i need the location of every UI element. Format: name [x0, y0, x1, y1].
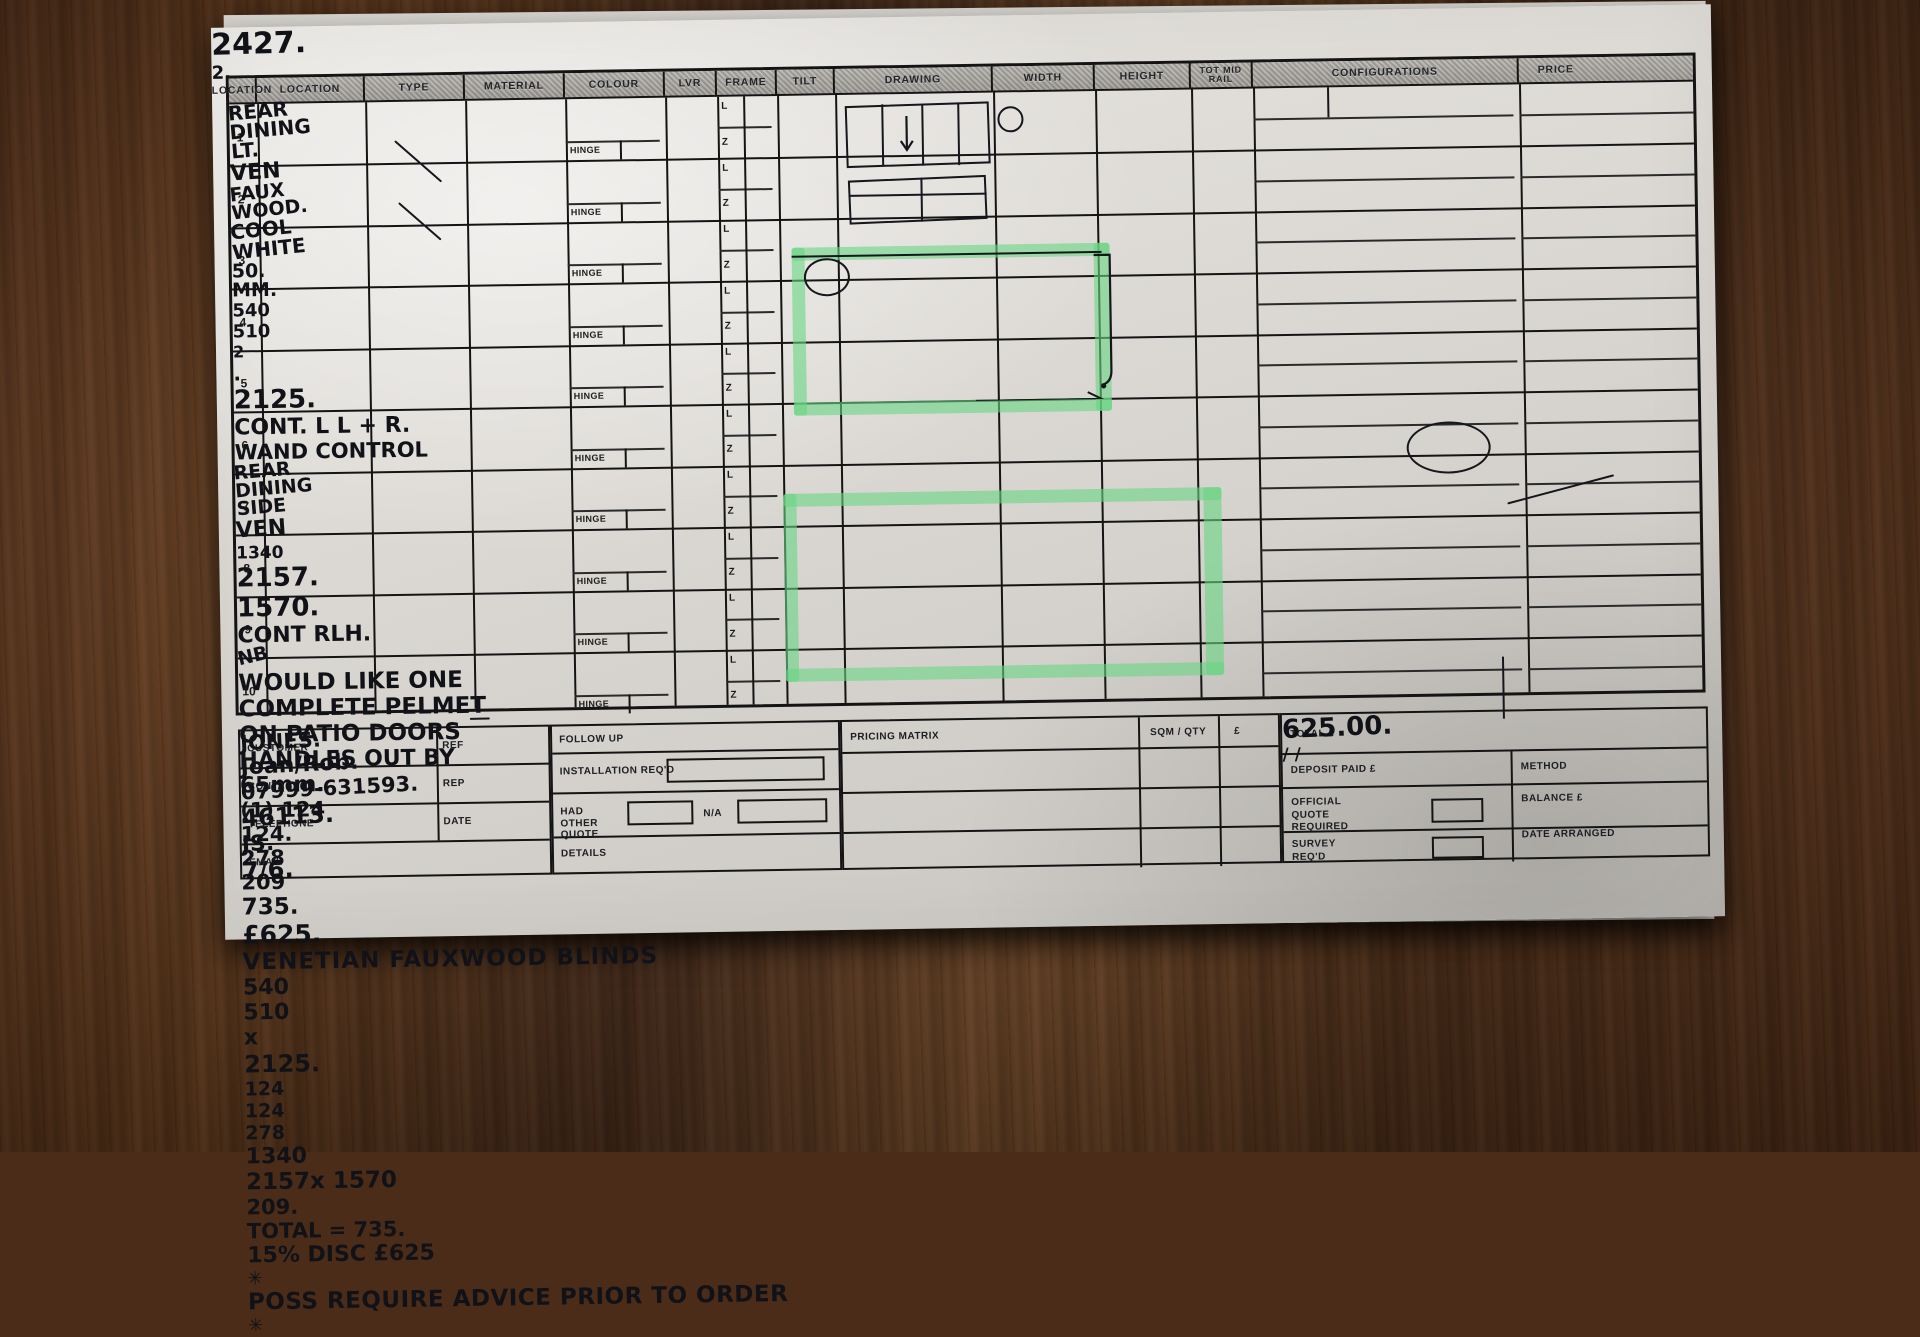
- hinge-label: HINGE: [574, 452, 606, 464]
- frame-sub-label-l: L: [723, 223, 730, 235]
- header-tot-mid-rail: TOT MID RAIL: [1190, 62, 1253, 88]
- frame-sub-label-l: L: [726, 469, 734, 481]
- frame-sub-label-z: Z: [730, 689, 737, 701]
- frame-sub-label-z: Z: [722, 197, 729, 209]
- frame-sub-label-z: Z: [726, 443, 733, 455]
- date-arranged-label: DATE ARRANGED: [1521, 827, 1616, 841]
- frame-sub-label-l: L: [725, 408, 733, 420]
- header-lvr: LVR: [664, 70, 718, 96]
- header-material: MATERIAL: [464, 73, 566, 99]
- note-bracket-arrow-icon: [975, 253, 1113, 403]
- installation-label: INSTALLATION REQ'D: [559, 764, 675, 778]
- header-type: TYPE: [364, 74, 466, 101]
- follow-up-title: FOLLOW UP: [559, 733, 624, 746]
- row-number: 10: [242, 684, 256, 699]
- frame-sub-label-l: L: [722, 162, 729, 174]
- row-number: 8: [243, 561, 251, 576]
- hinge-label: HINGE: [578, 698, 610, 710]
- hinge-label: HINGE: [570, 206, 602, 218]
- frame-sub-label-z: Z: [728, 566, 735, 578]
- header-width: WIDTH: [992, 64, 1095, 91]
- balance-label: BALANCE £: [1521, 792, 1584, 805]
- frame-sub-label-l: L: [728, 592, 736, 604]
- frame-sub-label-l: L: [721, 100, 728, 112]
- official-quote-label: OFFICIAL QUOTE REQUIRED: [1291, 796, 1349, 833]
- row1-lvr: 50. MM.: [231, 260, 278, 302]
- header-tilt: TILT: [776, 69, 836, 94]
- hinge-label: HINGE: [577, 636, 609, 648]
- row2-type-underline-stroke: [397, 202, 442, 241]
- highlight-blinds-right: [1203, 487, 1225, 676]
- row1-colour: COOL WHITE: [229, 214, 307, 265]
- pricing-matrix-title: PRICING MATRIX: [850, 730, 940, 743]
- frame-sub-label-l: L: [724, 285, 731, 297]
- survey-label: SURVEY REQ'D: [1291, 838, 1336, 863]
- survey-checkbox[interactable]: [1431, 835, 1485, 859]
- row-number: 4: [239, 315, 247, 330]
- method-label: METHOD: [1520, 760, 1568, 773]
- hinge-label: HINGE: [572, 329, 604, 341]
- header-height: HEIGHT: [1094, 63, 1191, 89]
- follow-up-block: FOLLOW UP INSTALLATION REQ'D HAD OTHER Q…: [549, 720, 843, 875]
- had-other-quote-input[interactable]: [627, 800, 694, 826]
- frame-sub-label-z: Z: [729, 628, 736, 640]
- pricing-matrix-block: PRICING MATRIX SQM / QTY £: [839, 713, 1283, 871]
- row1-location: REAR DINING LT.: [226, 96, 312, 164]
- row-number: 6: [241, 438, 249, 453]
- sqm-qty-label: SQM / QTY: [1150, 726, 1207, 739]
- currency-label: £: [1234, 725, 1241, 737]
- hinge-label: HINGE: [571, 267, 603, 279]
- main-specification-table: LOCATION LOCATION TYPE MATERIAL COLOUR L…: [212, 52, 1706, 1337]
- na-input[interactable]: [737, 798, 828, 824]
- details-label: DETAILS: [560, 847, 607, 860]
- frame-sub-label-l: L: [725, 346, 732, 358]
- had-other-quote-label: HAD OTHER QUOTE: [560, 806, 599, 841]
- hinge-label: HINGE: [573, 390, 605, 402]
- frame-sub-label-z: Z: [724, 320, 731, 332]
- row-number: 9: [244, 622, 252, 637]
- table-body-grid: 1 2 3 4 5 6 7 8 9 10 HINGE HINGE HINGE H…: [226, 82, 1703, 1337]
- row1-drawing-arrow-icon: [899, 115, 914, 152]
- header-drawing: DRAWING: [834, 66, 994, 94]
- frame-sub-label-z: Z: [723, 259, 730, 271]
- na-label: N/A: [703, 807, 723, 820]
- row-number: 5: [240, 376, 248, 391]
- frame-sub-label-z: Z: [725, 382, 732, 394]
- price-total-strike: [1507, 474, 1615, 505]
- official-quote-checkbox[interactable]: [1431, 797, 1484, 823]
- deposit-paid-label: DEPOSIT PAID £: [1290, 763, 1376, 776]
- totals-block: TOTAL £ DEPOSIT PAID £ METHOD OFFICIAL Q…: [1279, 706, 1711, 864]
- header-colour: COLOUR: [564, 71, 666, 98]
- frame-sub-label-l: L: [729, 654, 737, 666]
- installation-input[interactable]: [666, 756, 825, 783]
- customer-block: CUSTOMER CONTACT TELEPHONE EMAIL REF REP…: [237, 724, 553, 885]
- order-form-paper: 2427. LOCATION LOCATION TYPE MATERIAL CO…: [211, 4, 1726, 1337]
- header-frame: FRAME: [716, 69, 778, 95]
- row2-location: REAR DINING SIDE: [232, 457, 314, 521]
- row2-drawing-sketch: [847, 174, 988, 225]
- config-total-circle: [1406, 420, 1492, 475]
